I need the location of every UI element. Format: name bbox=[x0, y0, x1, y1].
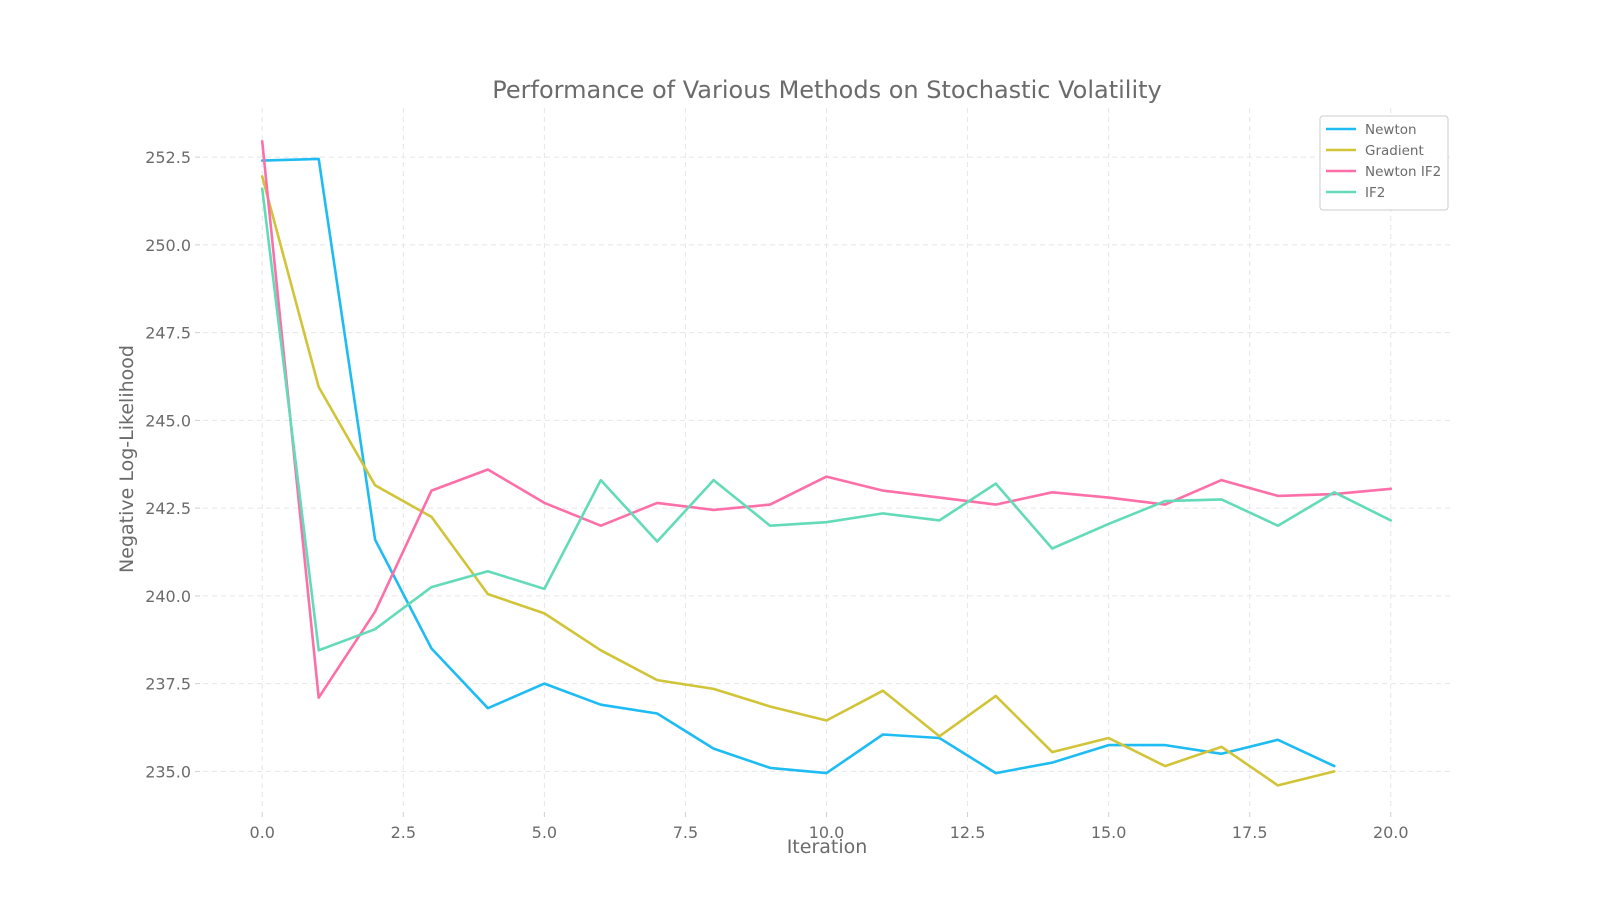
grid bbox=[203, 108, 1450, 810]
x-tick-label: 20.0 bbox=[1373, 823, 1409, 842]
y-tick-label: 252.5 bbox=[145, 148, 191, 167]
axis-ticks: 0.0 2.5 5.0 7.5 10.0 12.5 15.0 17.5 20.0 235.0 237… bbox=[145, 148, 1408, 842]
series-line-if2 bbox=[260, 187, 1393, 652]
y-tick-label: 242.5 bbox=[145, 499, 191, 518]
legend-label-newton: Newton bbox=[1365, 122, 1417, 138]
y-tick-label: 240.0 bbox=[145, 587, 191, 606]
y-tick-label: 237.5 bbox=[145, 675, 191, 694]
x-tick-label: 15.0 bbox=[1091, 823, 1127, 842]
y-axis-title: Negative Log-Likelihood bbox=[116, 345, 138, 573]
legend-label-newton-if2: Newton IF2 bbox=[1365, 164, 1441, 180]
chart-title: Performance of Various Methods on Stocha… bbox=[492, 76, 1161, 104]
legend-frame bbox=[1319, 115, 1449, 211]
legend: Newton Gradient Newton IF2 IF2 bbox=[1319, 115, 1449, 211]
y-tick-label: 247.5 bbox=[145, 324, 191, 343]
y-tick-label: 235.0 bbox=[145, 762, 191, 781]
y-tick-label: 245.0 bbox=[145, 411, 191, 430]
x-tick-label: 2.5 bbox=[391, 823, 416, 842]
legend-label-gradient: Gradient bbox=[1365, 143, 1424, 159]
x-tick-label: 5.0 bbox=[532, 823, 557, 842]
legend-label-if2: IF2 bbox=[1365, 185, 1385, 201]
series-line-newton-if2 bbox=[260, 140, 1393, 700]
x-tick-label: 17.5 bbox=[1232, 823, 1268, 842]
x-tick-label: 0.0 bbox=[250, 823, 275, 842]
x-axis-title: Iteration bbox=[787, 836, 868, 858]
series-line-gradient bbox=[260, 175, 1336, 787]
series-lines bbox=[260, 140, 1393, 787]
y-tick-label: 250.0 bbox=[145, 236, 191, 255]
x-tick-label: 12.5 bbox=[950, 823, 986, 842]
x-tick-label: 7.5 bbox=[673, 823, 698, 842]
x-tick-label: 10.0 bbox=[809, 823, 845, 842]
series-line-newton bbox=[260, 157, 1336, 775]
